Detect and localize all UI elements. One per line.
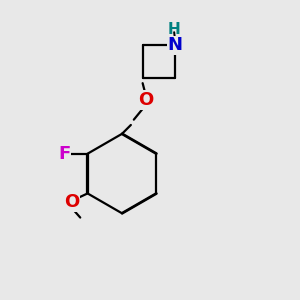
Text: O: O <box>64 193 79 211</box>
Text: H: H <box>167 22 180 37</box>
Text: O: O <box>138 91 153 109</box>
Text: F: F <box>58 145 70 163</box>
Text: N: N <box>167 37 182 55</box>
